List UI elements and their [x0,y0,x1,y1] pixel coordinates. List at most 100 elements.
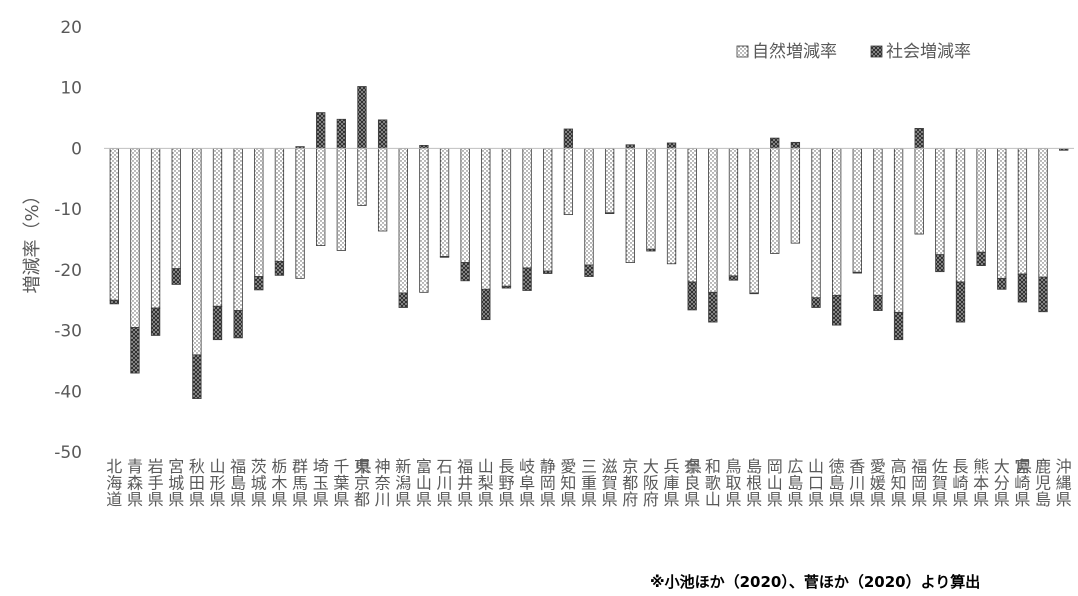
x-tick-char: 石 [437,457,453,476]
social-change-bar [522,267,532,291]
x-tick-char: 県 [787,490,803,509]
x-tick-label: 岐阜県 [519,457,535,509]
x-tick-label: 新潟県 [395,457,411,509]
x-tick-char: 県 [973,490,989,509]
social-change-bar [893,311,904,341]
natural-change-bar [501,148,512,287]
social-change-bar [770,137,780,149]
x-tick-label: 長崎県 [952,457,968,509]
x-tick-label: 静岡県 [540,457,556,509]
x-tick-char: 福 [911,457,927,476]
social-change-bar [976,251,986,267]
x-tick-char: 良 [684,474,700,493]
natural-change-bar [233,148,243,311]
natural-change-bar [708,148,718,293]
x-tick-char: 山 [767,474,783,493]
y-tick-label: 20 [60,18,82,38]
x-tick-char: 取 [725,474,741,493]
x-tick-label: 高知県 [891,457,907,509]
natural-change-bar [1038,148,1048,278]
natural-change-bar [790,148,801,244]
x-tick-char: 佐 [932,457,948,476]
x-tick-char: 山 [808,457,824,476]
x-tick-char: 秋 [189,457,205,476]
x-tick-char: 城 [251,474,267,493]
x-tick-char: 海 [106,474,122,493]
x-tick-char: 奈 [375,474,391,493]
x-tick-char: 縄 [1056,474,1072,493]
social-change-bar [171,268,181,285]
x-tick-char: 宮 [1014,457,1030,476]
x-tick-char: 鹿 [1035,457,1051,476]
legend-label: 自然増減率 [752,42,837,62]
x-tick-char: 富 [416,457,432,476]
x-tick-char: 川 [849,474,865,493]
natural-change-bar [192,148,202,356]
x-tick-char: 県 [1014,490,1030,509]
x-tick-char: 広 [787,457,803,476]
x-tick-char: 県 [230,490,246,509]
x-tick-char: 県 [684,490,700,509]
social-change-bar [357,86,367,149]
social-change-bar [584,264,594,277]
social-change-bar [274,260,285,276]
x-tick-char: 県 [271,490,287,509]
x-tick-label: 佐賀県 [932,457,948,509]
x-tick-label: 山梨県 [478,457,494,509]
natural-change-bar [914,148,924,235]
x-tick-char: 県 [725,490,741,509]
legend: 自然増減率 社会増減率 [736,42,971,62]
natural-change-bar [274,148,285,262]
natural-change-bar [584,148,594,266]
x-tick-char: 神 [375,457,391,476]
x-tick-char: 岐 [519,457,535,476]
natural-change-bar [955,148,966,283]
x-tick-char: 宮 [168,457,184,476]
x-tick-label: 愛知県 [560,457,576,509]
x-tick-label: 石川県 [437,457,453,509]
x-tick-label: 岩手県 [148,457,164,509]
x-tick-char: 県 [210,490,226,509]
social-change-bar [604,212,615,214]
x-tick-char: 媛 [870,474,886,493]
natural-change-bar [770,148,780,254]
x-tick-char: 道 [106,490,122,509]
x-tick-char: 県 [127,490,143,509]
x-tick-char: 京 [622,457,638,476]
x-tick-char: 茨 [251,457,267,476]
x-tick-char: 潟 [395,474,411,493]
x-tick-char: 京 [354,474,370,493]
social-change-bar [914,127,924,149]
x-tick-label: 香川県 [849,457,865,509]
x-tick-char: 北 [106,457,122,476]
social-change-bar [377,119,388,149]
x-tick-char: 根 [746,474,762,493]
x-tick-char: 県 [519,490,535,509]
x-tick-char: 県 [602,490,618,509]
x-tick-char: 知 [891,474,907,493]
x-tick-char: 鳥 [725,457,741,476]
x-tick-char: 梨 [478,474,494,493]
social-change-bar [811,297,821,308]
social-change-bar [254,276,264,291]
x-tick-label: 秋田県 [189,457,205,509]
x-tick-char: 崎 [952,474,968,493]
x-tick-label: 東京都 [354,457,370,509]
social-change-bar [1038,276,1048,313]
x-tick-char: 阪 [643,474,659,493]
natural-change-bar [873,148,883,296]
x-tick-char: 都 [354,490,370,509]
social-change-bar [749,292,759,295]
social-change-bar [935,254,945,273]
natural-change-bar [646,148,656,250]
x-tick-char: 島 [1035,490,1051,509]
social-change-bar [233,310,243,339]
x-tick-label: 岡山県 [767,457,783,509]
x-tick-char: 重 [581,474,597,493]
x-tick-char: 本 [973,474,989,493]
x-tick-char: 県 [746,490,762,509]
x-tick-char: 愛 [560,457,576,476]
natural-change-bar [419,148,429,293]
